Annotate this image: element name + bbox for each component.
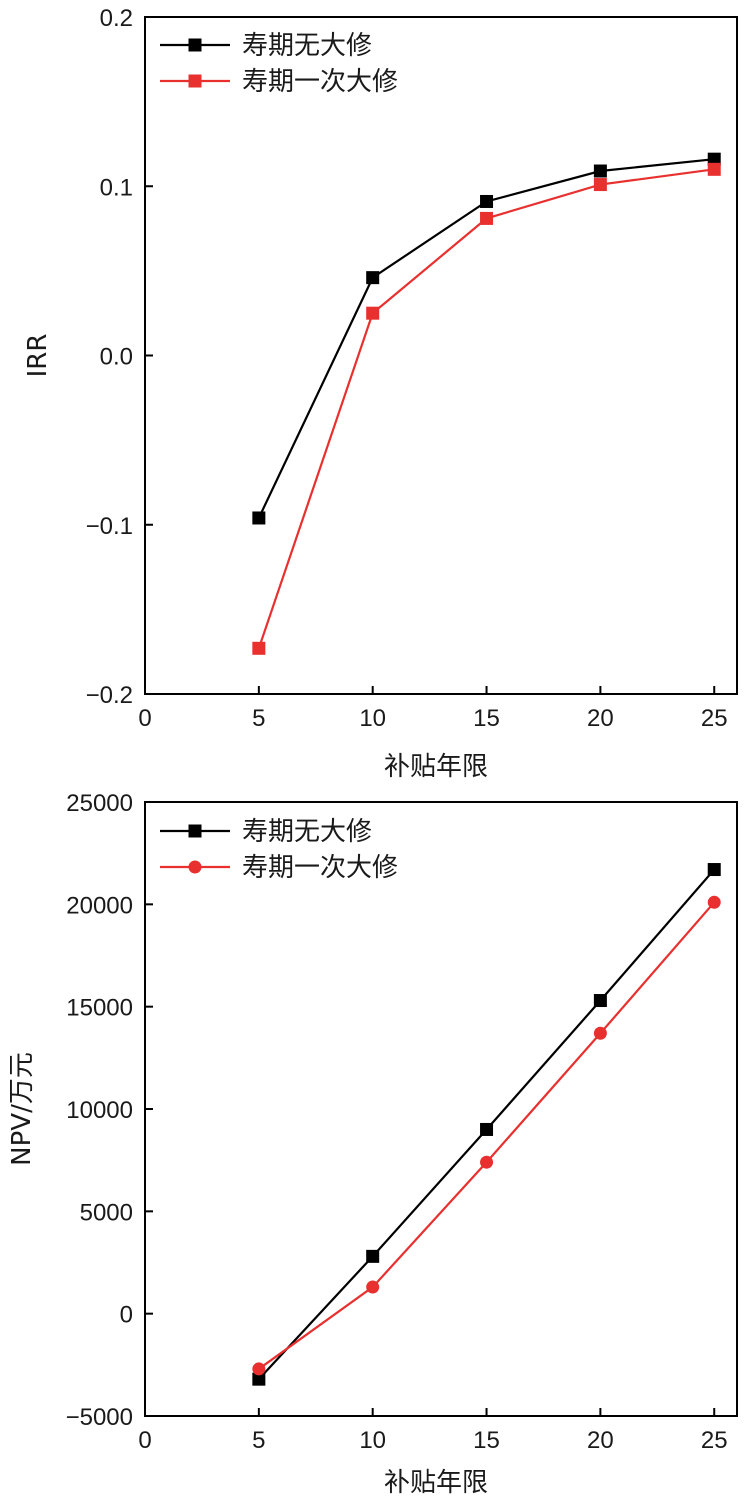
data-point-1 xyxy=(707,162,721,176)
y-tick-label: 0 xyxy=(120,1302,133,1329)
plot-frame xyxy=(144,16,738,695)
irr-chart: 0 5 10 15 20 25 −0.2 −0.1 0.0 0.1 0.2 补贴年限 IRR 寿期无大修寿… xyxy=(23,5,738,782)
y-tick-label: 10000 xyxy=(66,1097,133,1124)
x-tick-label: 10 xyxy=(359,1427,386,1454)
legend-label-0: 寿期无大修 xyxy=(242,31,372,61)
plot-frame xyxy=(144,801,738,1417)
y-tick-label: −5000 xyxy=(66,1404,133,1431)
data-point-0 xyxy=(252,511,266,525)
data-point-0 xyxy=(252,1372,266,1386)
data-point-0 xyxy=(480,1122,494,1136)
data-point-1 xyxy=(252,641,266,655)
y-tick-label: 25000 xyxy=(66,790,133,817)
y-tick-label: 20000 xyxy=(66,892,133,919)
y-tick-label: −0.2 xyxy=(86,682,133,709)
data-point-0 xyxy=(366,271,380,285)
x-axis-label: 补贴年限 xyxy=(384,1468,488,1498)
data-point-1 xyxy=(707,895,721,909)
y-axis-label: NPV/万元 xyxy=(7,1052,37,1166)
x-tick-label: 20 xyxy=(587,705,614,732)
data-point-1 xyxy=(366,306,380,320)
y-tick-label: 15000 xyxy=(66,995,133,1022)
x-tick-label: 0 xyxy=(138,1427,151,1454)
data-point-1 xyxy=(480,1155,494,1169)
legend-label-1: 寿期一次大修 xyxy=(242,853,398,883)
data-point-0 xyxy=(707,152,721,166)
legend-marker-0 xyxy=(188,38,202,52)
data-point-0 xyxy=(480,194,494,208)
x-tick-label: 5 xyxy=(252,705,265,732)
legend-marker-1 xyxy=(188,860,202,874)
data-point-1 xyxy=(252,1362,266,1376)
x-tick-label: 25 xyxy=(701,1427,728,1454)
x-tick-label: 20 xyxy=(587,1427,614,1454)
x-tick-label: 5 xyxy=(252,1427,265,1454)
y-tick-label: 0.2 xyxy=(100,5,133,32)
data-point-0 xyxy=(366,1249,380,1263)
y-tick-label: 0.1 xyxy=(100,174,133,201)
y-tick-label: −0.1 xyxy=(86,513,133,540)
legend-label-1: 寿期一次大修 xyxy=(242,67,398,97)
legend-marker-1 xyxy=(188,74,202,88)
data-point-1 xyxy=(366,1280,380,1294)
x-tick-label: 15 xyxy=(473,705,500,732)
y-tick-label: 0.0 xyxy=(100,344,133,371)
legend-marker-0 xyxy=(188,824,202,838)
series-line-1 xyxy=(257,168,715,649)
data-point-1 xyxy=(480,211,494,225)
npv-chart: 0 5 10 15 20 25−50000500010000150002000025000… xyxy=(7,790,738,1498)
x-tick-label: 15 xyxy=(473,1427,500,1454)
y-tick-label: 5000 xyxy=(80,1199,133,1226)
legend-label-0: 寿期无大修 xyxy=(242,817,372,847)
x-tick-label: 10 xyxy=(359,705,386,732)
data-point-0 xyxy=(707,863,721,877)
x-tick-label: 25 xyxy=(701,705,728,732)
x-axis-label: 补贴年限 xyxy=(384,752,488,782)
y-axis-label: IRR xyxy=(23,334,53,378)
data-point-1 xyxy=(593,1026,607,1040)
data-point-0 xyxy=(593,164,607,178)
x-tick-label: 0 xyxy=(138,705,151,732)
data-point-0 xyxy=(593,994,607,1008)
data-point-1 xyxy=(593,178,607,192)
